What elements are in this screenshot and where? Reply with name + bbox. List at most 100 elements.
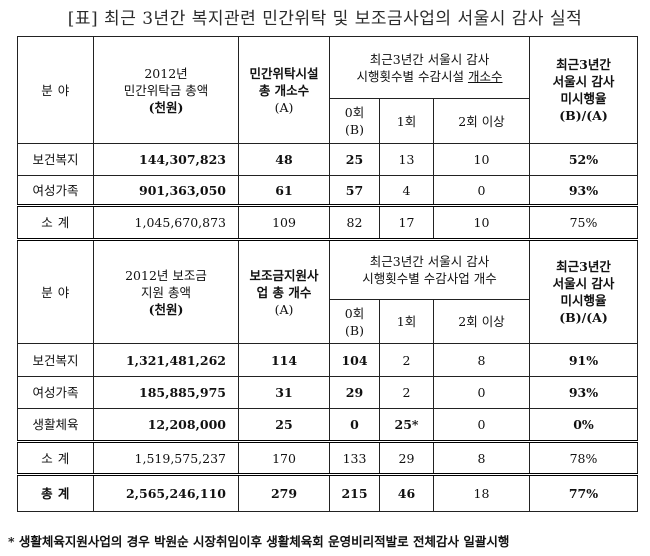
header-count-line2: 업 총 개수 bbox=[256, 284, 312, 300]
header-rate-line2: 서울시 감사 bbox=[552, 74, 615, 89]
header-audit-underlined: 개소수 bbox=[467, 68, 503, 84]
header-twice: 2회 이상 bbox=[433, 299, 530, 344]
subtotal-row: 소 계 1,045,670,873 109 82 17 10 75% bbox=[17, 205, 638, 241]
header-zero-line2: (B) bbox=[345, 322, 364, 338]
row-once: 2 bbox=[379, 376, 434, 409]
row-rate: 52% bbox=[529, 143, 638, 176]
header-zero-line2: (B) bbox=[345, 122, 364, 137]
header-rate-line1: 최근3년간 bbox=[556, 259, 611, 274]
row-count: 109 bbox=[238, 205, 330, 241]
header-amount-line1: 2012년 보조금 bbox=[125, 267, 207, 283]
row-count: 114 bbox=[238, 343, 330, 377]
row-zero: 0 bbox=[329, 408, 380, 443]
header-rate-line3: 미시행율 bbox=[560, 91, 607, 106]
row-count: 279 bbox=[238, 474, 330, 512]
header-amount-unit: (천원) bbox=[148, 301, 184, 317]
row-field: 보건복지 bbox=[17, 343, 94, 377]
header-amount-line1: 2012년 bbox=[144, 65, 188, 81]
footnote: * 생활체육지원사업의 경우 박원순 시장취임이후 생활체육회 운영비리적발로 … bbox=[8, 534, 510, 549]
row-once: 46 bbox=[379, 474, 434, 512]
section1-header-row: 분 야 2012년 민간위탁금 총액 (천원) 민간위탁시설 총 개소수 (A)… bbox=[17, 36, 638, 144]
header-twice: 2회 이상 bbox=[433, 98, 530, 144]
row-amount: 1,321,481,262 bbox=[93, 343, 239, 377]
header-count-line1: 보조금지원사 bbox=[249, 267, 319, 283]
row-once: 29 bbox=[379, 441, 434, 476]
header-count-line2: 총 개소수 bbox=[258, 82, 310, 98]
row-field: 여성가족 bbox=[17, 175, 94, 207]
row-amount: 12,208,000 bbox=[93, 408, 239, 443]
section2-header-row: 분 야 2012년 보조금 지원 총액 (천원) 보조금지원사 업 총 개수 (… bbox=[17, 239, 638, 344]
row-rate: 91% bbox=[529, 343, 638, 377]
header-zero: 0회 (B) bbox=[329, 299, 380, 344]
row-count: 61 bbox=[238, 175, 330, 207]
row-field: 보건복지 bbox=[17, 143, 94, 176]
header-rate-line1: 최근3년간 bbox=[556, 57, 611, 72]
header-audit: 최근3년간 서울시 감사 시행횟수별 수감사업 개수 bbox=[329, 239, 530, 300]
header-audit-text: 시행횟수별 수감시설 bbox=[356, 68, 468, 84]
header-count: 보조금지원사 업 총 개수 (A) bbox=[238, 239, 330, 344]
subtotal-row: 소 계 1,519,575,237 170 133 29 8 78% bbox=[17, 441, 638, 476]
row-zero: 57 bbox=[329, 175, 380, 207]
row-zero: 215 bbox=[329, 474, 380, 512]
row-once: 17 bbox=[379, 205, 434, 241]
header-field: 분 야 bbox=[17, 239, 94, 344]
header-once: 1회 bbox=[379, 299, 434, 344]
row-rate: 93% bbox=[529, 175, 638, 207]
table-row: 생활체육 12,208,000 25 0 25* 0 0% bbox=[17, 408, 638, 443]
header-count: 민간위탁시설 총 개소수 (A) bbox=[238, 36, 330, 144]
row-twice: 8 bbox=[433, 343, 530, 377]
row-rate: 75% bbox=[529, 205, 638, 241]
row-count: 170 bbox=[238, 441, 330, 476]
section2-subheader-row: 0회 (B) 1회 2회 이상 bbox=[18, 299, 638, 344]
header-rate: 최근3년간 서울시 감사 미시행율 (B)/(A) bbox=[529, 239, 638, 344]
table-row: 여성가족 901,363,050 61 57 4 0 93% bbox=[17, 175, 638, 207]
row-rate: 0% bbox=[529, 408, 638, 443]
header-rate-line2: 서울시 감사 bbox=[552, 276, 615, 291]
header-amount: 2012년 보조금 지원 총액 (천원) bbox=[93, 239, 239, 344]
row-count: 48 bbox=[238, 143, 330, 176]
page-title: [표] 최근 3년간 복지관련 민간위탁 및 보조금사업의 서울시 감사 실적 bbox=[67, 9, 583, 29]
row-amount: 185,885,975 bbox=[93, 376, 239, 409]
row-amount: 144,307,823 bbox=[93, 143, 239, 176]
row-field: 소 계 bbox=[17, 205, 94, 241]
row-field: 총 계 bbox=[17, 474, 94, 512]
header-rate-line4: (B)/(A) bbox=[559, 108, 608, 123]
row-once: 4 bbox=[379, 175, 434, 207]
row-zero: 82 bbox=[329, 205, 380, 241]
row-amount: 901,363,050 bbox=[93, 175, 239, 207]
row-twice: 0 bbox=[433, 175, 530, 207]
header-audit-line1: 최근3년간 서울시 감사 bbox=[369, 254, 490, 269]
row-once: 13 bbox=[379, 143, 434, 176]
table-row: 여성가족 185,885,975 31 29 2 0 93% bbox=[17, 376, 638, 409]
header-amount-line2: 지원 총액 bbox=[141, 284, 191, 300]
row-once: 2 bbox=[379, 343, 434, 377]
row-amount: 1,045,670,873 bbox=[93, 205, 239, 241]
header-audit-line2: 시행횟수별 수감사업 개수 bbox=[362, 271, 497, 286]
header-count-unit: (A) bbox=[274, 301, 294, 317]
header-rate-line4: (B)/(A) bbox=[559, 310, 608, 325]
header-amount-line2: 민간위탁금 총액 bbox=[123, 82, 209, 98]
row-twice: 10 bbox=[433, 143, 530, 176]
row-count: 31 bbox=[238, 376, 330, 409]
row-rate: 78% bbox=[529, 441, 638, 476]
header-count-unit: (A) bbox=[274, 99, 294, 115]
header-audit-line1: 최근3년간 서울시 감사 bbox=[369, 51, 490, 67]
header-field: 분 야 bbox=[17, 36, 94, 144]
row-rate: 93% bbox=[529, 376, 638, 409]
row-twice: 10 bbox=[433, 205, 530, 241]
row-zero: 25 bbox=[329, 143, 380, 176]
row-twice: 18 bbox=[433, 474, 530, 512]
row-field: 여성가족 bbox=[17, 376, 94, 409]
row-once: 25* bbox=[379, 408, 434, 443]
total-row: 총 계 2,565,246,110 279 215 46 18 77% bbox=[17, 474, 638, 512]
row-twice: 0 bbox=[433, 376, 530, 409]
table-row: 보건복지 144,307,823 48 25 13 10 52% bbox=[17, 143, 638, 176]
header-rate-line3: 미시행율 bbox=[560, 293, 607, 308]
header-count-line1: 민간위탁시설 bbox=[249, 65, 319, 81]
header-rate: 최근3년간 서울시 감사 미시행율 (B)/(A) bbox=[529, 36, 638, 144]
table-row: 보건복지 1,321,481,262 114 104 2 8 91% bbox=[17, 343, 638, 377]
row-field: 생활체육 bbox=[17, 408, 94, 443]
header-audit-line2: 시행횟수별 수감시설 개소수 bbox=[334, 68, 525, 85]
header-amount: 2012년 민간위탁금 총액 (천원) bbox=[93, 36, 239, 144]
section1-subheader-row: 0회 (B) 1회 2회 이상 bbox=[18, 98, 638, 144]
